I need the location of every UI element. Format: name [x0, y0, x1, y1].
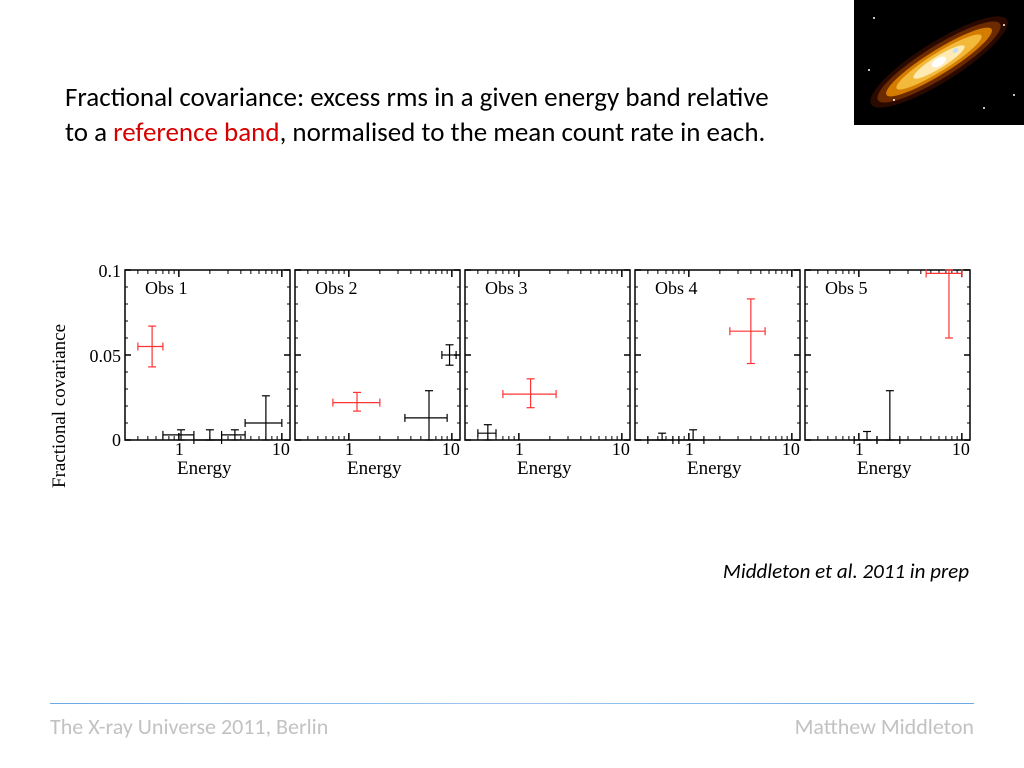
xtick-10: 10 — [272, 439, 290, 460]
x-axis-label: Energy — [347, 458, 402, 480]
x-axis-label: Energy — [687, 458, 742, 480]
chart-panel: Obs 4 Energy1 10 — [635, 260, 805, 480]
y-axis-label: Fractional covariance — [49, 324, 71, 488]
chart-panel: Obs 1 Energy1 10 — [125, 260, 295, 480]
chart-panel: Obs 3 Energy1 10 — [465, 260, 635, 480]
x-axis-label: Energy — [517, 458, 572, 480]
galaxy-image — [854, 0, 1024, 125]
chart-panel: Obs 2 Energy1 10 — [295, 260, 465, 480]
xtick-1: 1 — [515, 439, 524, 460]
panel-label: Obs 3 — [485, 278, 528, 299]
ytick-0: 0 — [71, 430, 121, 451]
citation-text: Middleton et al. 2011 in prep — [723, 558, 969, 584]
xtick-10: 10 — [782, 439, 800, 460]
xtick-1: 1 — [345, 439, 354, 460]
xtick-1: 1 — [685, 439, 694, 460]
title-text: Fractional covariance: excess rms in a g… — [65, 80, 785, 150]
panel-label: Obs 5 — [825, 278, 868, 299]
xtick-1: 1 — [855, 439, 864, 460]
ytick-0.05: 0.05 — [71, 346, 121, 367]
title-highlight: reference band — [113, 116, 279, 149]
xtick-10: 10 — [612, 439, 630, 460]
panel-label: Obs 4 — [655, 278, 698, 299]
chart-panel: Obs 5 Energy1 10 — [805, 260, 975, 480]
footer-divider — [50, 703, 974, 704]
chart-panels: Fractional covariance 0.1 0.05 0 Obs 1 En… — [35, 260, 975, 520]
title-part2: , normalised to the mean count rate in e… — [280, 116, 766, 149]
panel-label: Obs 1 — [145, 278, 188, 299]
x-axis-label: Energy — [857, 458, 912, 480]
xtick-1: 1 — [175, 439, 184, 460]
x-axis-label: Energy — [177, 458, 232, 480]
xtick-10: 10 — [442, 439, 460, 460]
footer-conference: The X-ray Universe 2011, Berlin — [50, 713, 328, 740]
xtick-10: 10 — [952, 439, 970, 460]
footer-author: Matthew Middleton — [795, 713, 974, 740]
panel-label: Obs 2 — [315, 278, 358, 299]
ytick-0.1: 0.1 — [71, 261, 121, 282]
